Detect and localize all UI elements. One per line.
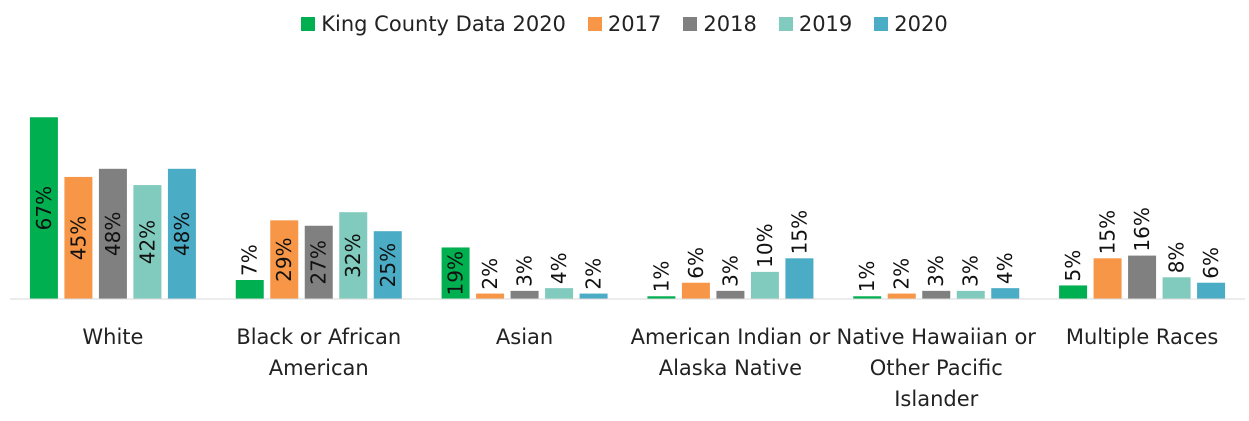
bar bbox=[133, 185, 162, 299]
bar bbox=[304, 225, 333, 299]
legend-item: King County Data 2020 bbox=[301, 12, 566, 36]
data-label: 5% bbox=[1061, 250, 1085, 282]
bar bbox=[887, 293, 916, 299]
bar bbox=[853, 296, 882, 299]
bar bbox=[98, 168, 127, 299]
data-label: 8% bbox=[1165, 242, 1189, 274]
bar bbox=[339, 212, 368, 299]
bar bbox=[991, 288, 1020, 299]
legend-swatch bbox=[587, 17, 602, 31]
legend-swatch bbox=[683, 17, 698, 31]
data-label: 67% bbox=[32, 186, 56, 230]
x-tick-label: American Indian or Alaska Native bbox=[630, 325, 831, 380]
bar bbox=[750, 271, 779, 299]
bar bbox=[922, 290, 951, 299]
data-label: 15% bbox=[1096, 210, 1120, 254]
bar bbox=[29, 117, 58, 299]
data-label: 25% bbox=[376, 243, 400, 287]
bar bbox=[167, 168, 196, 299]
bar bbox=[545, 288, 574, 299]
data-label: 2% bbox=[582, 258, 606, 290]
data-label: 48% bbox=[170, 212, 194, 256]
legend-item: 2018 bbox=[683, 12, 757, 36]
data-label: 1% bbox=[649, 261, 673, 293]
data-label: 19% bbox=[444, 251, 468, 295]
x-tick-label: White bbox=[82, 325, 144, 349]
x-tick-label: Black or African American bbox=[236, 325, 402, 380]
legend-swatch bbox=[778, 17, 793, 31]
legend-label: 2017 bbox=[607, 12, 662, 36]
bar bbox=[716, 290, 745, 299]
data-label: 45% bbox=[66, 216, 90, 260]
bar bbox=[64, 176, 93, 299]
data-label: 16% bbox=[1130, 207, 1154, 251]
legend-swatch bbox=[874, 17, 889, 31]
bar bbox=[510, 290, 539, 299]
data-label: 3% bbox=[959, 255, 983, 287]
data-label: 3% bbox=[718, 255, 742, 287]
bar bbox=[1162, 277, 1191, 299]
data-label: 2% bbox=[478, 258, 502, 290]
bar bbox=[647, 296, 676, 299]
data-label: 15% bbox=[787, 210, 811, 254]
legend-label: King County Data 2020 bbox=[321, 12, 566, 36]
legend-label: 2020 bbox=[894, 12, 948, 36]
data-label: 1% bbox=[855, 261, 879, 293]
bar bbox=[441, 247, 470, 299]
data-label: 2% bbox=[890, 258, 914, 290]
data-label: 29% bbox=[272, 237, 296, 281]
bar bbox=[579, 293, 608, 299]
bar bbox=[235, 280, 264, 299]
bar bbox=[270, 220, 299, 299]
data-label: 48% bbox=[101, 212, 125, 256]
data-label: 3% bbox=[513, 255, 537, 287]
data-label: 7% bbox=[238, 244, 262, 276]
x-tick-label: Multiple Races bbox=[1065, 325, 1219, 349]
bar bbox=[476, 293, 505, 299]
data-label: 3% bbox=[924, 255, 948, 287]
bar bbox=[373, 231, 402, 299]
x-tick-label: Asian bbox=[495, 325, 554, 349]
bar bbox=[681, 282, 710, 299]
legend: King County Data 2020 2017 2018 2019 2020 bbox=[0, 12, 1249, 36]
legend-item: 2017 bbox=[587, 12, 662, 36]
x-tick-label: Native Hawaiian or Other Pacific Islande… bbox=[836, 325, 1036, 411]
bar bbox=[1059, 285, 1088, 299]
legend-swatch bbox=[301, 17, 316, 31]
bar bbox=[1093, 258, 1122, 299]
data-label: 4% bbox=[547, 252, 571, 284]
legend-label: 2019 bbox=[798, 12, 853, 36]
legend-item: 2020 bbox=[874, 12, 948, 36]
data-label: 6% bbox=[684, 247, 708, 279]
data-label: 27% bbox=[307, 240, 331, 284]
data-label: 4% bbox=[993, 252, 1017, 284]
data-label: 32% bbox=[341, 233, 365, 277]
data-label: 42% bbox=[135, 220, 159, 264]
data-label: 6% bbox=[1199, 247, 1223, 279]
legend-item: 2019 bbox=[778, 12, 853, 36]
bar bbox=[1128, 255, 1157, 299]
bar bbox=[1197, 282, 1226, 299]
bar bbox=[785, 258, 814, 299]
data-label: 10% bbox=[753, 223, 777, 267]
legend-label: 2018 bbox=[703, 12, 757, 36]
bar bbox=[956, 290, 985, 299]
